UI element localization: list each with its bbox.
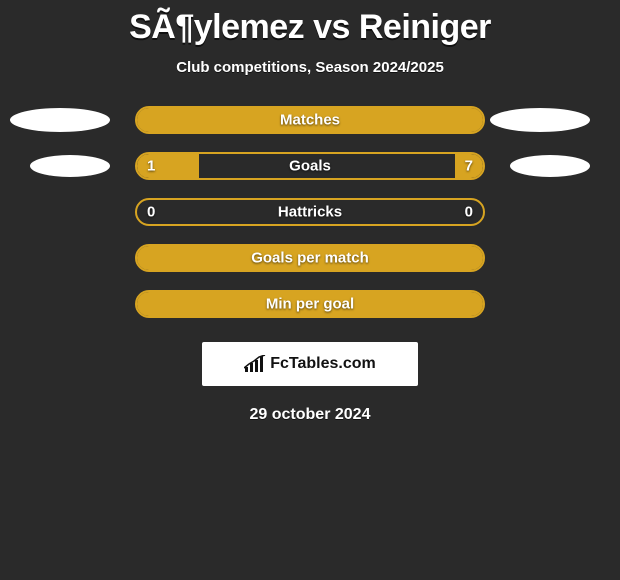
- player-left-marker: [30, 155, 110, 177]
- stat-bar: 0 0 Hattricks: [135, 198, 485, 226]
- stat-row: 0 0 Hattricks: [0, 198, 620, 226]
- comparison-rows: Matches 1 7 Goals 0 0 Hattricks Goals per match…: [0, 106, 620, 318]
- stat-left-value: 0: [147, 204, 155, 221]
- subtitle: Club competitions, Season 2024/2025: [0, 59, 620, 76]
- stat-right-value: 0: [465, 204, 473, 221]
- stat-left-value: 1: [147, 158, 155, 175]
- stat-bar: Goals per match: [135, 244, 485, 272]
- stat-row: 1 7 Goals: [0, 152, 620, 180]
- stat-row: Matches: [0, 106, 620, 134]
- logo-badge: FcTables.com: [202, 342, 418, 386]
- chart-icon: [244, 355, 266, 373]
- logo-text: FcTables.com: [270, 355, 376, 373]
- player-right-marker: [490, 108, 590, 132]
- player-left-marker: [10, 108, 110, 132]
- stat-right-value: 7: [465, 158, 473, 175]
- stat-row: Goals per match: [0, 244, 620, 272]
- stat-bar: 1 7 Goals: [135, 152, 485, 180]
- stat-label: Hattricks: [278, 204, 342, 221]
- player-right-marker: [510, 155, 590, 177]
- stat-label: Min per goal: [266, 296, 354, 313]
- stat-bar: Min per goal: [135, 290, 485, 318]
- stat-label: Goals per match: [251, 250, 369, 267]
- page-title: SÃ¶ylemez vs Reiniger: [0, 0, 620, 47]
- stat-bar: Matches: [135, 106, 485, 134]
- stat-label: Matches: [280, 112, 340, 129]
- stat-row: Min per goal: [0, 290, 620, 318]
- date-label: 29 october 2024: [0, 406, 620, 424]
- stat-label: Goals: [289, 158, 331, 175]
